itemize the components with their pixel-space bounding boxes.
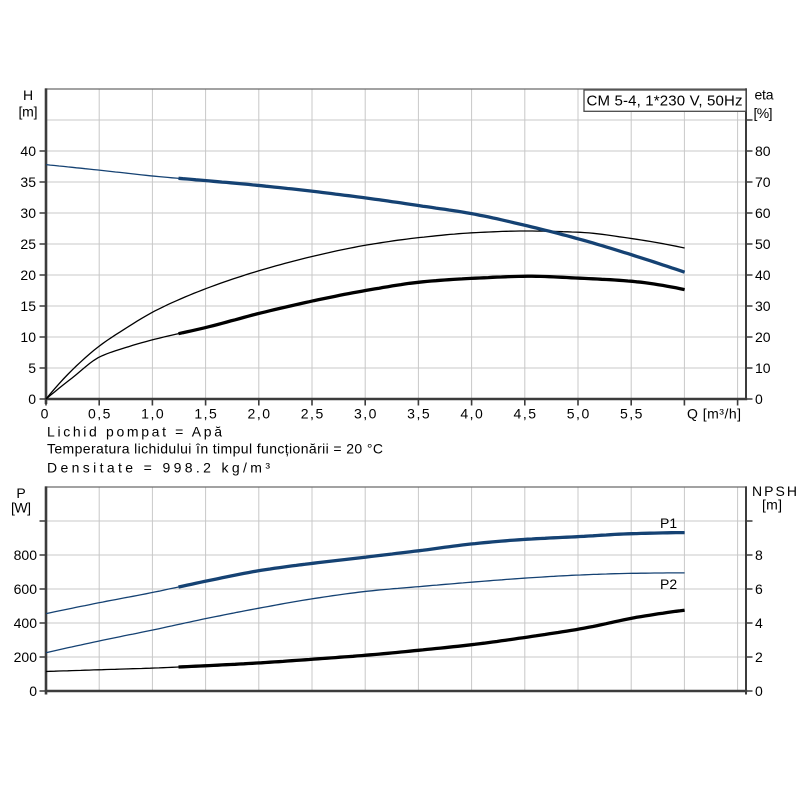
svg-text:8: 8: [755, 547, 763, 563]
svg-text:5,5: 5,5: [620, 406, 643, 422]
svg-text:3,5: 3,5: [407, 406, 430, 422]
svg-text:600: 600: [14, 581, 38, 597]
svg-text:4: 4: [755, 615, 763, 631]
svg-text:2: 2: [755, 649, 763, 665]
svg-text:P1: P1: [660, 515, 677, 531]
svg-text:Lichid pompat = Apă: Lichid pompat = Apă: [47, 424, 222, 440]
svg-text:P2: P2: [660, 576, 677, 592]
svg-text:70: 70: [755, 174, 771, 190]
svg-text:eta: eta: [755, 87, 774, 103]
svg-text:Temperatura lichidului în timp: Temperatura lichidului în timpul funcțio…: [47, 441, 383, 457]
svg-text:[%]: [%]: [754, 105, 773, 121]
svg-text:25: 25: [20, 236, 36, 252]
svg-text:80: 80: [755, 143, 771, 159]
svg-text:20: 20: [20, 267, 36, 283]
svg-text:0: 0: [28, 391, 36, 407]
svg-text:4,5: 4,5: [514, 406, 537, 422]
svg-text:50: 50: [755, 236, 771, 252]
svg-text:5,0: 5,0: [567, 406, 590, 422]
svg-text:30: 30: [20, 205, 36, 221]
svg-text:0: 0: [41, 406, 49, 422]
svg-text:2,0: 2,0: [248, 406, 271, 422]
svg-text:3,0: 3,0: [354, 406, 377, 422]
svg-text:P: P: [16, 485, 25, 501]
svg-text:6: 6: [755, 581, 763, 597]
svg-text:1,0: 1,0: [141, 406, 164, 422]
svg-text:[m]: [m]: [19, 104, 38, 120]
svg-text:2,5: 2,5: [301, 406, 324, 422]
svg-text:1,5: 1,5: [194, 406, 217, 422]
svg-text:10: 10: [755, 360, 771, 376]
svg-text:30: 30: [755, 298, 771, 314]
svg-text:800: 800: [14, 547, 38, 563]
svg-text:Q [m³/h]: Q [m³/h]: [687, 406, 741, 422]
svg-text:40: 40: [20, 143, 36, 159]
svg-text:0,5: 0,5: [88, 406, 111, 422]
svg-text:20: 20: [755, 329, 771, 345]
svg-text:400: 400: [14, 615, 38, 631]
svg-text:200: 200: [14, 649, 38, 665]
svg-text:CM 5-4, 1*230 V, 50Hz: CM 5-4, 1*230 V, 50Hz: [587, 92, 743, 109]
svg-text:Densitate = 998.2 kg/m³: Densitate = 998.2 kg/m³: [47, 460, 270, 476]
svg-text:0: 0: [755, 683, 763, 699]
svg-text:60: 60: [755, 205, 771, 221]
svg-text:5: 5: [28, 360, 36, 376]
svg-text:40: 40: [755, 267, 771, 283]
svg-text:[m]: [m]: [762, 497, 782, 513]
svg-text:35: 35: [20, 174, 36, 190]
svg-text:0: 0: [29, 683, 37, 699]
svg-text:[W]: [W]: [11, 500, 31, 516]
svg-text:4,0: 4,0: [460, 406, 483, 422]
svg-text:H: H: [23, 87, 33, 103]
svg-text:10: 10: [20, 329, 36, 345]
svg-text:15: 15: [20, 298, 36, 314]
svg-text:0: 0: [755, 391, 763, 407]
